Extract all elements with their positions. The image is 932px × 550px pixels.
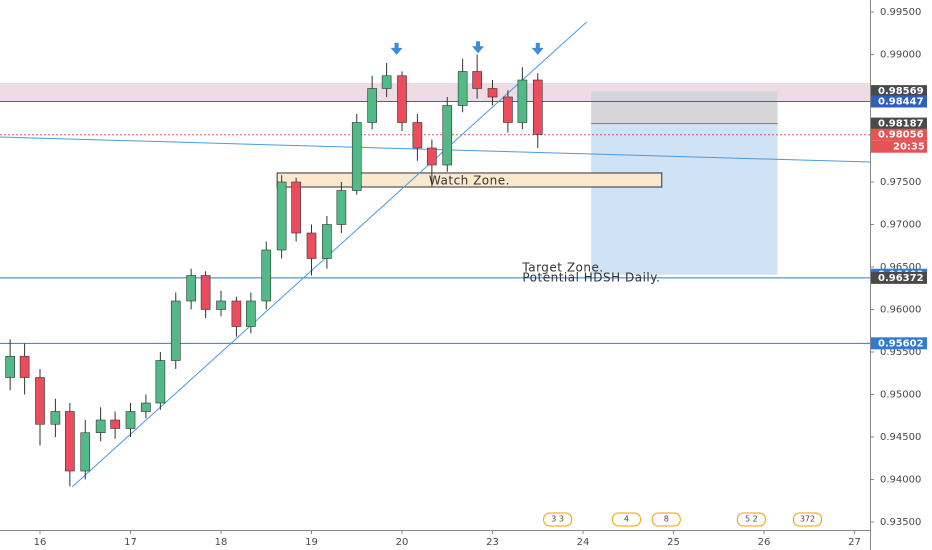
candle-body [200, 275, 211, 310]
candle-body [351, 122, 362, 191]
y-tick-label: 0.99500 [880, 7, 921, 18]
arrow-marker [531, 42, 544, 55]
x-tick-label: 24 [577, 537, 590, 548]
x-tick-label: 25 [667, 537, 680, 548]
price-label-box [871, 117, 927, 130]
candle-body [246, 300, 256, 327]
candle-body [261, 249, 272, 302]
x-tick-label: 17 [124, 537, 137, 548]
y-tick-label: 0.96500 [880, 262, 921, 273]
price-label-box [871, 85, 927, 98]
candle-body [50, 411, 61, 425]
candle-body [291, 181, 301, 234]
candle-body [532, 79, 543, 135]
position-target [591, 123, 778, 275]
candle-body [427, 147, 437, 166]
y-tick-label: 0.94500 [880, 432, 921, 443]
x-tick-label: 20 [396, 537, 409, 548]
annotation: Potential HDSH Daily. [522, 270, 660, 284]
candle-body [322, 224, 332, 259]
x-tick-label: 18 [215, 537, 228, 548]
candle-body [80, 432, 91, 472]
candle-body [110, 419, 120, 429]
candle-body [186, 275, 196, 302]
candle-body [125, 411, 136, 429]
candle-body [487, 88, 498, 98]
price-label: 0.98447 [878, 96, 924, 107]
y-tick-label: 0.97000 [880, 219, 921, 230]
candle-body [457, 71, 468, 106]
event-icon [792, 512, 822, 527]
y-tick-label: 0.99000 [880, 49, 921, 60]
event-label: 372 [800, 515, 815, 524]
price-label-box [871, 337, 927, 350]
x-tick-label: 26 [758, 537, 771, 548]
watch-zone [276, 172, 663, 188]
arrow-marker [390, 42, 403, 55]
y-tick-label: 0.94000 [880, 475, 921, 486]
candle-body [155, 360, 166, 404]
y-tick-label: 0.96000 [880, 304, 921, 315]
price-label: 0.96372 [878, 273, 924, 284]
position-stop [591, 91, 778, 124]
annotation: Target Zone. [521, 260, 603, 274]
watch-zone-label: Watch Zone. [429, 173, 510, 187]
candle-body [472, 71, 482, 89]
candle-body [412, 122, 423, 149]
candle-body [397, 75, 407, 123]
x-tick-label: 16 [34, 537, 47, 548]
y-tick-label: 0.97500 [880, 177, 921, 188]
x-tick-label: 27 [848, 537, 861, 548]
price-label: 0.98056 [878, 130, 924, 141]
candle-body [231, 300, 242, 327]
event-label: 4 [624, 515, 629, 524]
candle-body [65, 411, 75, 472]
candle-body [503, 96, 513, 123]
candle-body [336, 190, 347, 225]
x-tick-label: 23 [486, 537, 499, 548]
price-label-box [871, 271, 927, 284]
event-icon [651, 512, 681, 527]
candle-body [19, 355, 30, 378]
y-tick-label: 0.95500 [880, 347, 921, 358]
candle-body [517, 79, 528, 123]
candle-body [306, 232, 317, 259]
event-label: 5 2 [745, 515, 758, 524]
price-label: 0.95602 [878, 338, 924, 349]
y-tick-label: 0.93500 [880, 517, 921, 528]
candle-body [35, 377, 45, 425]
price-label: 0.98569 [878, 86, 924, 97]
candle-body [95, 419, 106, 434]
event-label: 3 3 [551, 515, 564, 524]
candle-body [381, 75, 392, 89]
price-label-box [871, 128, 927, 141]
event-icon [611, 512, 641, 527]
candle-body [5, 355, 15, 378]
event-label: 8 [664, 515, 669, 524]
candle-body [367, 88, 377, 123]
countdown-box [871, 140, 927, 153]
price-label: 0.98187 [878, 119, 924, 130]
countdown: 20:35 [893, 142, 925, 153]
candle-body [276, 181, 287, 251]
price-label-box [871, 95, 927, 108]
event-icon [543, 512, 573, 527]
candle-body [170, 300, 181, 361]
y-tick-label: 0.95000 [880, 390, 921, 401]
x-tick-label: 19 [305, 537, 318, 548]
candle-body [216, 300, 226, 310]
candle-body [442, 105, 453, 166]
candle-body [141, 402, 151, 412]
event-icon [736, 512, 766, 527]
arrow-marker [472, 41, 485, 54]
